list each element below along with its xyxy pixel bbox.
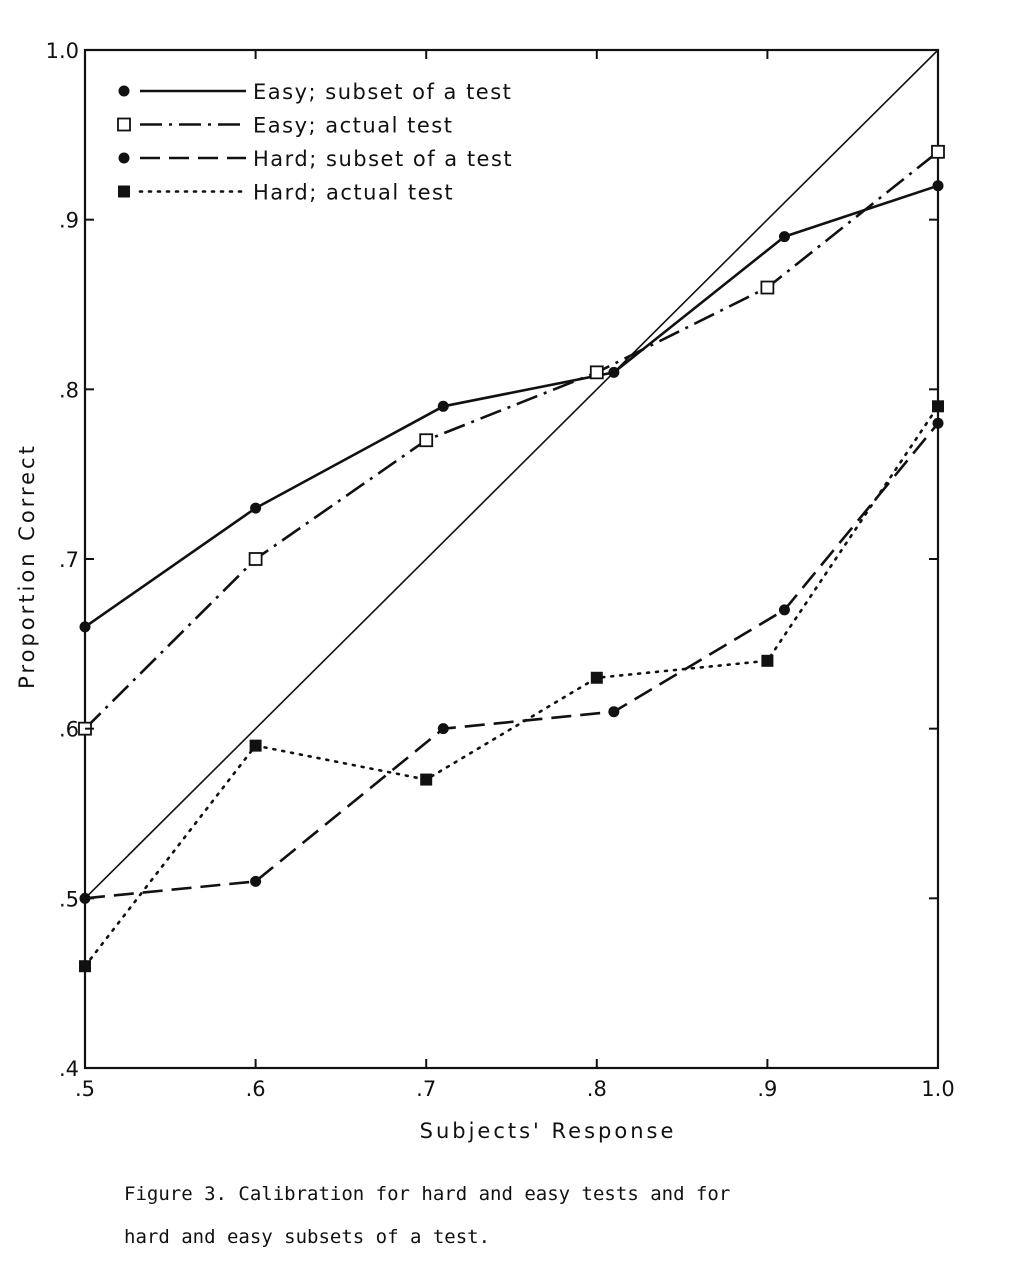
legend-item-hard-actual-test: Hard; actual test bbox=[118, 181, 454, 205]
series-easy-actual-test bbox=[78, 144, 945, 736]
data-point-hard-subset-of-a-test bbox=[437, 723, 449, 735]
legend: Easy; subset of a test Easy; actual test H… bbox=[117, 80, 513, 205]
y-tick-label: .9 bbox=[59, 209, 79, 233]
x-tick-label: .8 bbox=[587, 1077, 607, 1101]
series-line-easy-actual-test bbox=[84, 150, 939, 730]
plot-frame bbox=[83, 48, 940, 1070]
y-tick-label: .5 bbox=[59, 887, 79, 911]
y-tick-label: .6 bbox=[59, 718, 79, 742]
x-tick-label: .6 bbox=[246, 1077, 266, 1101]
legend-marker-easy-subset-of-a-test bbox=[118, 85, 130, 97]
figure-caption-line-2: hard and easy subsets of a test. bbox=[124, 1226, 491, 1248]
data-point-easy-actual-test bbox=[589, 365, 604, 380]
x-tick-label: .5 bbox=[75, 1077, 95, 1101]
data-point-easy-subset-of-a-test bbox=[778, 231, 790, 243]
y-tick-label: 1.0 bbox=[46, 39, 79, 63]
legend-marker-hard-actual-test bbox=[118, 185, 130, 198]
series-hard-subset-of-a-test bbox=[79, 417, 944, 904]
legend-label-hard-actual-test: Hard; actual test bbox=[253, 181, 454, 205]
legend-label-easy-actual-test: Easy; actual test bbox=[253, 114, 453, 138]
x-tick-label: .7 bbox=[416, 1077, 436, 1101]
data-point-hard-subset-of-a-test bbox=[608, 706, 620, 718]
x-axis-title: Subjects' Response bbox=[420, 1119, 677, 1143]
x-tick-label: 1.0 bbox=[921, 1077, 954, 1101]
legend-marker-hard-subset-of-a-test bbox=[118, 152, 130, 164]
data-point-easy-actual-test bbox=[419, 433, 434, 448]
data-point-hard-actual-test bbox=[249, 739, 262, 752]
calibration-chart: .5.6.7.8.9 1.0.4.5.6.7.8.91.0 Easy; subse… bbox=[15, 39, 955, 1143]
data-point-easy-actual-test bbox=[760, 280, 775, 295]
perfect-calibration-line bbox=[84, 49, 939, 899]
legend-label-easy-subset-of-a-test: Easy; subset of a test bbox=[253, 80, 512, 104]
series-line-hard-actual-test bbox=[83, 404, 940, 968]
legend-item-easy-actual-test: Easy; actual test bbox=[117, 114, 453, 138]
data-point-hard-actual-test bbox=[932, 400, 944, 413]
series-hard-actual-test bbox=[79, 400, 944, 973]
data-point-hard-subset-of-a-test bbox=[778, 604, 790, 616]
y-tick-label: .7 bbox=[59, 548, 79, 572]
data-point-easy-subset-of-a-test bbox=[437, 400, 449, 412]
data-point-easy-subset-of-a-test bbox=[932, 180, 944, 192]
legend-label-hard-subset-of-a-test: Hard; subset of a test bbox=[253, 147, 513, 171]
series-line-easy-subset-of-a-test bbox=[84, 184, 939, 628]
data-point-hard-actual-test bbox=[761, 654, 774, 667]
x-tick-label: .9 bbox=[757, 1077, 777, 1101]
data-point-hard-actual-test bbox=[79, 960, 91, 973]
data-point-easy-subset-of-a-test bbox=[608, 366, 620, 378]
figure-caption-line-1: Figure 3. Calibration for hard and easy … bbox=[124, 1183, 731, 1205]
data-point-hard-actual-test bbox=[420, 773, 433, 786]
data-point-easy-actual-test bbox=[248, 552, 263, 566]
legend-item-easy-subset-of-a-test: Easy; subset of a test bbox=[118, 80, 512, 104]
series-easy-subset-of-a-test bbox=[79, 180, 944, 633]
y-axis-title: Proportion Correct bbox=[15, 443, 39, 689]
y-tick-label: .8 bbox=[59, 378, 79, 402]
data-point-hard-subset-of-a-test bbox=[932, 417, 944, 429]
data-point-easy-subset-of-a-test bbox=[79, 621, 91, 633]
legend-marker-easy-actual-test bbox=[117, 117, 131, 132]
data-point-easy-actual-test bbox=[931, 144, 945, 159]
data-point-hard-actual-test bbox=[590, 671, 603, 684]
legend-item-hard-subset-of-a-test: Hard; subset of a test bbox=[118, 147, 513, 171]
data-point-easy-subset-of-a-test bbox=[250, 502, 262, 514]
y-tick-label: .4 bbox=[59, 1057, 79, 1081]
data-point-hard-subset-of-a-test bbox=[250, 875, 262, 887]
series-line-hard-subset-of-a-test bbox=[84, 422, 940, 900]
